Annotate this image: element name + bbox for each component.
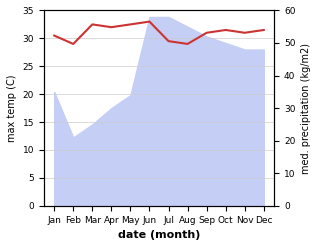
Y-axis label: max temp (C): max temp (C)	[7, 74, 17, 142]
Y-axis label: med. precipitation (kg/m2): med. precipitation (kg/m2)	[301, 43, 311, 174]
X-axis label: date (month): date (month)	[118, 230, 200, 240]
